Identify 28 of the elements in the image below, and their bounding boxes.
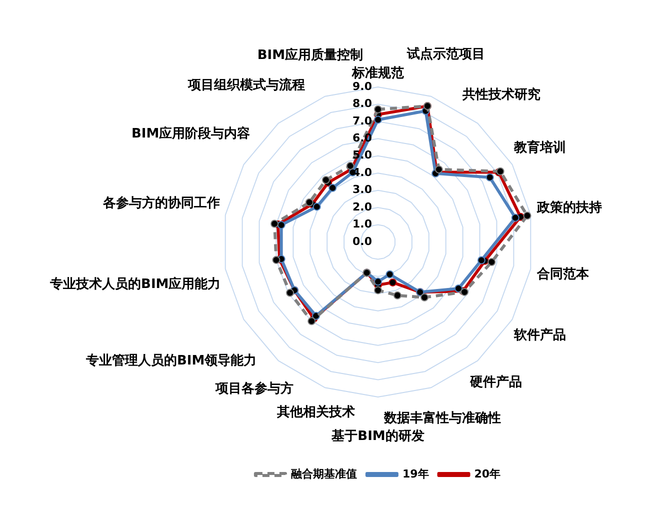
spoke-label: 硬件产品	[468, 374, 522, 390]
spoke-label: 项目各参与方	[214, 380, 294, 396]
spoke-label: BIM应用质量控制	[257, 47, 364, 64]
legend-label: 19年	[402, 467, 429, 480]
y-tick-label: 0.0	[352, 234, 372, 248]
legend-label: 20年	[474, 467, 501, 480]
spoke-label: BIM应用阶段与内容	[131, 125, 250, 142]
spoke-label: 标准规范	[351, 64, 404, 81]
spoke-label: 软件产品	[513, 327, 566, 344]
spoke-label: 教育培训	[513, 140, 566, 156]
spoke-label: 基于BIM的研发	[330, 428, 424, 444]
y-tick-label: 2.0	[352, 200, 372, 214]
y-tick-label: 7.0	[352, 114, 372, 128]
spoke-label: 项目组织模式与流程	[187, 76, 306, 93]
spoke-label: 专业技术人员的BIM应用能力	[49, 276, 221, 292]
spoke-label: 政策的扶持	[536, 200, 602, 216]
spoke-label: 各参与方的协同工作	[102, 195, 220, 212]
spoke-label: 共性技术研究	[461, 86, 540, 102]
spoke-label: 试点示范项目	[406, 46, 486, 62]
spoke-label: 其他相关技术	[276, 404, 355, 420]
y-tick-label: 8.0	[352, 97, 372, 110]
legend-label: 融合期基准值	[290, 467, 357, 480]
y-tick-label: 9.0	[352, 80, 372, 93]
spoke-label: 合同范本	[536, 266, 590, 282]
spoke-label: 数据丰富性与准确性	[382, 410, 501, 426]
y-tick-label: 3.0	[352, 183, 372, 196]
y-tick-label: 1.0	[352, 218, 372, 231]
spoke-label: 专业管理人员的BIM领导能力	[84, 352, 257, 369]
